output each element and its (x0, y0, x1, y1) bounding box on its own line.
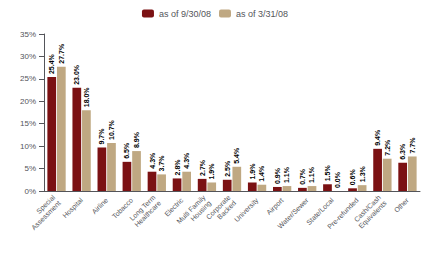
svg-text:35%: 35% (20, 30, 36, 39)
svg-text:10.7%: 10.7% (108, 119, 115, 140)
svg-text:5.4%: 5.4% (233, 147, 240, 164)
svg-text:8.9%: 8.9% (133, 131, 140, 148)
svg-text:State/Local: State/Local (305, 196, 335, 227)
svg-text:Pre-refunded: Pre-refunded (326, 196, 360, 230)
svg-text:0.0%: 0.0% (334, 171, 341, 188)
svg-text:25.4%: 25.4% (48, 53, 55, 74)
svg-text:10%: 10% (20, 142, 36, 151)
svg-text:6.5%: 6.5% (123, 142, 130, 159)
svg-text:2.5%: 2.5% (224, 160, 231, 177)
svg-text:Tobacco: Tobacco (110, 196, 135, 220)
svg-text:1.9%: 1.9% (208, 163, 215, 180)
svg-text:0.7%: 0.7% (299, 168, 306, 185)
svg-text:Multi Family: Multi Family (175, 193, 207, 225)
svg-text:9.4%: 9.4% (374, 129, 381, 146)
svg-text:0%: 0% (24, 187, 36, 196)
svg-text:University: University (233, 196, 261, 224)
svg-text:Special: Special (35, 193, 57, 215)
svg-text:15%: 15% (20, 119, 36, 128)
svg-text:Housing: Housing (189, 199, 213, 223)
svg-text:18.0%: 18.0% (83, 87, 90, 108)
svg-text:as of 3/31/08: as of 3/31/08 (236, 9, 288, 19)
svg-text:1.5%: 1.5% (324, 165, 331, 182)
svg-text:Cash/Cash: Cash/Cash (352, 193, 382, 224)
svg-text:9.7%: 9.7% (98, 128, 105, 145)
svg-text:Water/Sewer: Water/Sewer (276, 196, 310, 230)
svg-text:23.0%: 23.0% (73, 64, 80, 85)
svg-text:1.1%: 1.1% (308, 166, 315, 183)
svg-text:30%: 30% (20, 52, 36, 61)
svg-text:1.4%: 1.4% (258, 165, 265, 182)
svg-text:Other: Other (393, 196, 411, 214)
svg-text:1.1%: 1.1% (283, 166, 290, 183)
svg-text:2.8%: 2.8% (174, 159, 181, 176)
svg-text:1.9%: 1.9% (249, 163, 256, 180)
svg-text:4.3%: 4.3% (183, 152, 190, 169)
svg-text:7.7%: 7.7% (409, 137, 416, 154)
svg-text:25%: 25% (20, 74, 36, 83)
svg-text:27.7%: 27.7% (58, 43, 65, 64)
svg-text:Airline: Airline (90, 196, 109, 215)
svg-text:4.3%: 4.3% (149, 152, 156, 169)
svg-text:6.3%: 6.3% (399, 143, 406, 160)
svg-text:7.2%: 7.2% (384, 139, 391, 156)
svg-text:Airport: Airport (265, 196, 285, 216)
svg-text:20%: 20% (20, 97, 36, 106)
svg-text:2.7%: 2.7% (199, 159, 206, 176)
svg-text:Electric: Electric (163, 196, 185, 218)
svg-text:3.7%: 3.7% (158, 155, 165, 172)
svg-text:Healthcare: Healthcare (133, 199, 162, 228)
svg-text:1.3%: 1.3% (359, 165, 366, 182)
svg-text:Corporate: Corporate (204, 193, 232, 221)
svg-text:Hospital: Hospital (61, 196, 85, 220)
svg-text:5%: 5% (24, 164, 36, 173)
svg-text:Backed: Backed (215, 199, 238, 221)
svg-text:as of 9/30/08: as of 9/30/08 (159, 9, 211, 19)
svg-text:Long Term: Long Term (128, 193, 157, 222)
svg-text:0.6%: 0.6% (349, 169, 356, 186)
svg-text:Equivalents: Equivalents (357, 199, 389, 231)
svg-text:0.9%: 0.9% (274, 167, 281, 184)
svg-text:Assessment: Assessment (30, 199, 62, 231)
